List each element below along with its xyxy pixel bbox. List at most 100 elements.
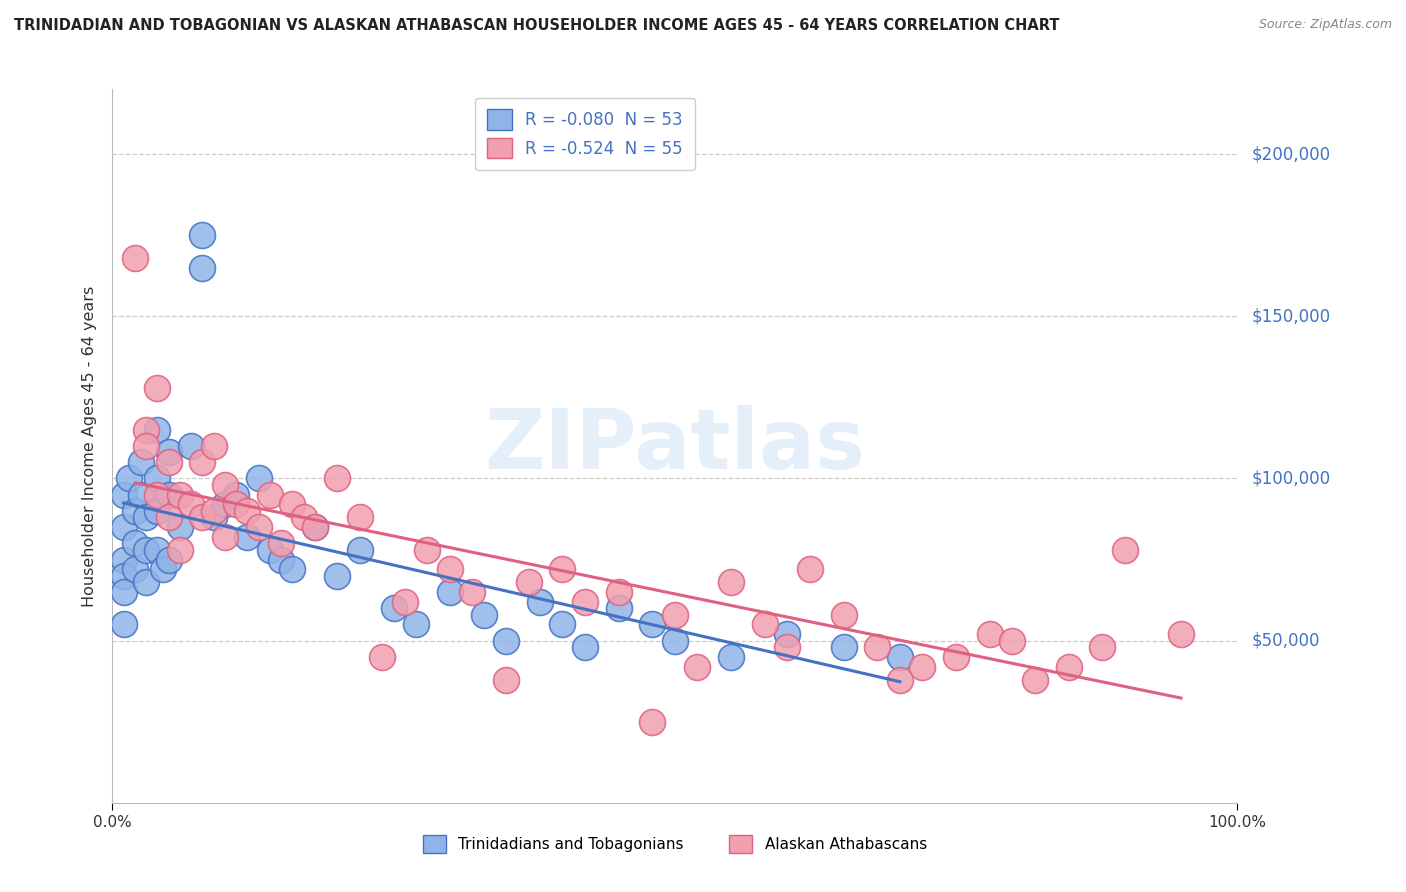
Text: TRINIDADIAN AND TOBAGONIAN VS ALASKAN ATHABASCAN HOUSEHOLDER INCOME AGES 45 - 64: TRINIDADIAN AND TOBAGONIAN VS ALASKAN AT… — [14, 18, 1060, 33]
Y-axis label: Householder Income Ages 45 - 64 years: Householder Income Ages 45 - 64 years — [82, 285, 97, 607]
Point — [259, 542, 281, 557]
Point — [607, 601, 630, 615]
Point — [146, 488, 169, 502]
Point — [191, 510, 214, 524]
Point — [236, 504, 259, 518]
Point — [169, 542, 191, 557]
Point — [112, 488, 135, 502]
Text: $150,000: $150,000 — [1251, 307, 1330, 326]
Point — [326, 471, 349, 485]
Point — [720, 575, 742, 590]
Point — [180, 439, 202, 453]
Point — [304, 520, 326, 534]
Point — [979, 627, 1001, 641]
Point — [124, 536, 146, 550]
Point — [1057, 659, 1080, 673]
Legend: Trinidadians and Tobagonians, Alaskan Athabascans: Trinidadians and Tobagonians, Alaskan At… — [416, 829, 934, 859]
Point — [832, 640, 855, 654]
Point — [180, 497, 202, 511]
Point — [1001, 633, 1024, 648]
Point — [574, 640, 596, 654]
Point — [124, 504, 146, 518]
Point — [247, 520, 270, 534]
Point — [169, 520, 191, 534]
Point — [866, 640, 889, 654]
Point — [191, 455, 214, 469]
Point — [641, 714, 664, 729]
Point — [394, 595, 416, 609]
Point — [191, 228, 214, 243]
Point — [574, 595, 596, 609]
Point — [124, 562, 146, 576]
Point — [720, 649, 742, 664]
Point — [1114, 542, 1136, 557]
Point — [112, 568, 135, 582]
Point — [405, 617, 427, 632]
Point — [202, 439, 225, 453]
Point — [439, 585, 461, 599]
Text: Source: ZipAtlas.com: Source: ZipAtlas.com — [1258, 18, 1392, 31]
Point — [270, 552, 292, 566]
Point — [146, 381, 169, 395]
Point — [551, 562, 574, 576]
Point — [1091, 640, 1114, 654]
Point — [236, 530, 259, 544]
Point — [135, 423, 157, 437]
Point — [641, 617, 664, 632]
Point — [439, 562, 461, 576]
Point — [495, 633, 517, 648]
Point — [118, 471, 141, 485]
Point — [135, 542, 157, 557]
Point — [607, 585, 630, 599]
Point — [169, 488, 191, 502]
Point — [112, 617, 135, 632]
Point — [157, 445, 180, 459]
Point — [135, 439, 157, 453]
Point — [112, 585, 135, 599]
Point — [214, 478, 236, 492]
Text: $100,000: $100,000 — [1251, 469, 1330, 487]
Point — [157, 488, 180, 502]
Point — [889, 673, 911, 687]
Point — [754, 617, 776, 632]
Point — [382, 601, 405, 615]
Point — [416, 542, 439, 557]
Point — [371, 649, 394, 664]
Point — [225, 497, 247, 511]
Point — [1024, 673, 1046, 687]
Point — [214, 497, 236, 511]
Point — [664, 633, 686, 648]
Point — [157, 552, 180, 566]
Point — [945, 649, 967, 664]
Point — [135, 575, 157, 590]
Text: $200,000: $200,000 — [1251, 145, 1330, 163]
Point — [889, 649, 911, 664]
Point — [112, 552, 135, 566]
Point — [349, 542, 371, 557]
Point — [129, 455, 152, 469]
Point — [517, 575, 540, 590]
Point — [292, 510, 315, 524]
Point — [129, 488, 152, 502]
Point — [157, 510, 180, 524]
Point — [495, 673, 517, 687]
Point — [529, 595, 551, 609]
Point — [259, 488, 281, 502]
Point — [247, 471, 270, 485]
Point — [349, 510, 371, 524]
Point — [326, 568, 349, 582]
Point — [686, 659, 709, 673]
Point — [281, 497, 304, 511]
Point — [1170, 627, 1192, 641]
Point — [472, 607, 495, 622]
Text: ZIPatlas: ZIPatlas — [485, 406, 865, 486]
Point — [112, 520, 135, 534]
Point — [214, 530, 236, 544]
Point — [146, 542, 169, 557]
Point — [304, 520, 326, 534]
Point — [225, 488, 247, 502]
Point — [124, 251, 146, 265]
Point — [146, 471, 169, 485]
Point — [832, 607, 855, 622]
Point — [152, 562, 174, 576]
